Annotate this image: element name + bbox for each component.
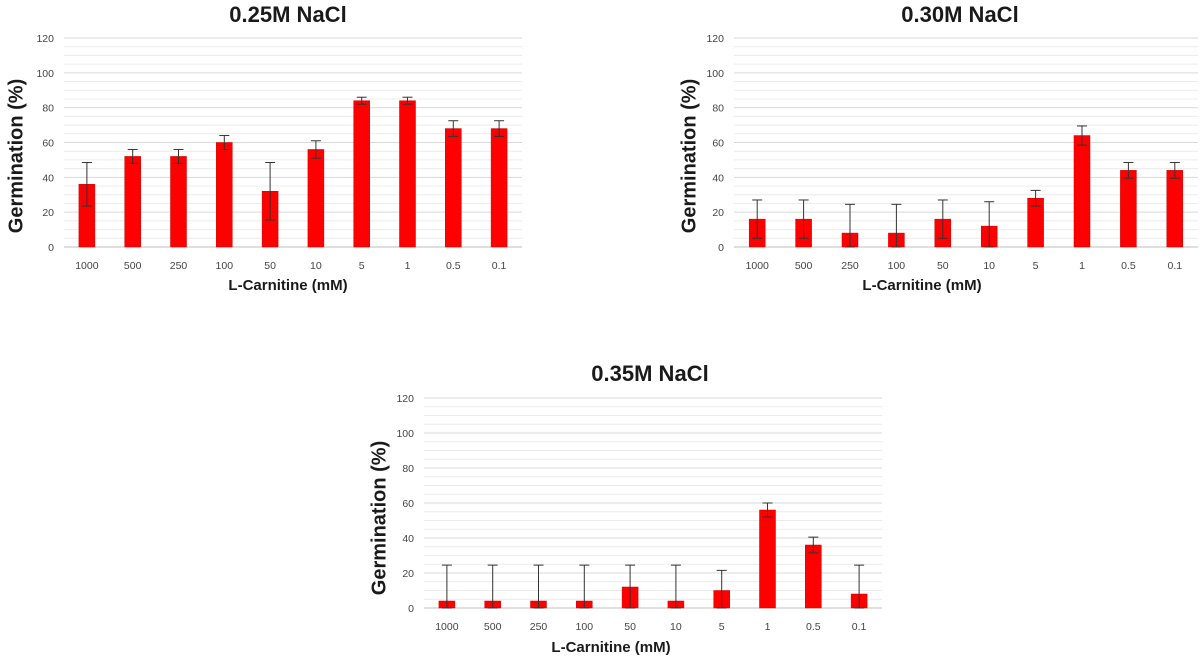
bar-1 [1073,135,1091,248]
x-tick-label: 0.5 [1121,260,1136,272]
y-tick-label: 60 [712,138,724,150]
y-tick-label: 40 [402,533,414,545]
x-tick-label: 0.1 [1167,260,1182,272]
x-tick-label: 1000 [435,621,459,633]
x-tick-label: 1 [1079,260,1085,272]
x-tick-label: 500 [124,260,142,272]
y-tick-label: 0 [718,242,724,254]
y-tick-label: 40 [42,172,54,184]
y-tick-label: 60 [42,138,54,150]
x-tick-label: 0.1 [492,260,507,272]
y-tick-label: 100 [396,428,414,440]
chart-panel-0p30m: 0 20 40 60 80 100 120 1000 500 250 100 50 10 5 1 0.5 0.1… [660,0,1200,300]
bar-100 [216,142,233,248]
x-axis-title: L-Carnitine (mM) [228,277,347,294]
chart-svg-0p30m: 0 20 40 60 80 100 120 1000 500 250 100 50 10 5 1 0.5 0.1… [678,2,1198,294]
bar-250 [170,156,187,248]
x-tick-label: 500 [795,260,813,272]
bar-10 [307,149,325,248]
y-tick-label: 120 [706,33,724,45]
x-tick-label: 5 [1033,260,1039,272]
y-tick-label: 20 [402,568,414,580]
x-tick-label: 0.5 [806,621,821,633]
y-tick-label: 0 [48,242,54,254]
x-tick-label: 1 [405,260,411,272]
chart-title: 0.30M NaCl [901,2,1018,27]
x-tick-label: 0.1 [852,621,867,633]
chart-title: 0.35M NaCl [591,361,708,386]
x-tick-label: 1 [765,621,771,633]
x-axis-title: L-Carnitine (mM) [862,277,981,294]
chart-title: 0.25M NaCl [229,2,346,27]
y-tick-label: 20 [712,207,724,219]
bar-1 [759,509,776,609]
bar-0.5 [445,128,462,248]
x-tick-label: 5 [719,621,725,633]
chart-panel-0p25m: 0 20 40 60 80 100 120 1000 500 250 100 50 10 5 1 0.5 0.1… [0,0,560,300]
x-tick-label: 10 [670,621,682,633]
x-tick-label: 1000 [746,260,770,272]
bar-0.1 [1166,170,1184,248]
x-tick-label: 100 [216,260,234,272]
x-tick-label: 50 [624,621,636,633]
y-tick-label: 120 [396,393,414,405]
x-tick-label: 5 [359,260,365,272]
y-tick-label: 100 [706,68,724,80]
y-axis-title: Germination (%) [368,441,390,595]
bar-0.5 [805,544,822,609]
y-tick-label: 100 [36,68,54,80]
x-tick-label: 1000 [75,260,99,272]
y-tick-label: 0 [408,603,414,615]
y-tick-label: 20 [42,207,54,219]
x-tick-label: 100 [576,621,594,633]
y-tick-label: 120 [36,33,54,45]
y-axis-title: Germination (%) [5,79,27,233]
x-tick-label: 10 [310,260,322,272]
y-tick-label: 80 [42,103,54,115]
x-tick-label: 10 [983,260,995,272]
x-tick-label: 250 [530,621,548,633]
bar-5 [353,100,370,248]
x-tick-label: 500 [484,621,502,633]
x-axis-title: L-Carnitine (mM) [551,639,670,656]
chart-svg-0p25m: 0 20 40 60 80 100 120 1000 500 250 100 50 10 5 1 0.5 0.1… [5,2,522,294]
bar-500 [124,156,141,248]
y-tick-label: 40 [712,172,724,184]
y-tick-label: 80 [402,463,414,475]
x-tick-label: 50 [937,260,949,272]
y-axis-title: Germination (%) [678,79,700,233]
chart-panel-0p35m: 0 20 40 60 80 100 120 1000 500 250 100 50 10 5 1 0.5 0.1… [350,355,910,657]
y-tick-label: 80 [712,103,724,115]
chart-svg-0p35m: 0 20 40 60 80 100 120 1000 500 250 100 50 10 5 1 0.5 0.1… [368,361,882,656]
bar-1 [399,100,416,248]
bar-0.1 [490,128,508,248]
y-tick-label: 60 [402,498,414,510]
bar-0.5 [1120,170,1137,248]
x-tick-label: 0.5 [446,260,461,272]
x-tick-label: 100 [888,260,906,272]
x-tick-label: 250 [170,260,188,272]
x-tick-label: 50 [264,260,276,272]
x-tick-label: 250 [841,260,859,272]
